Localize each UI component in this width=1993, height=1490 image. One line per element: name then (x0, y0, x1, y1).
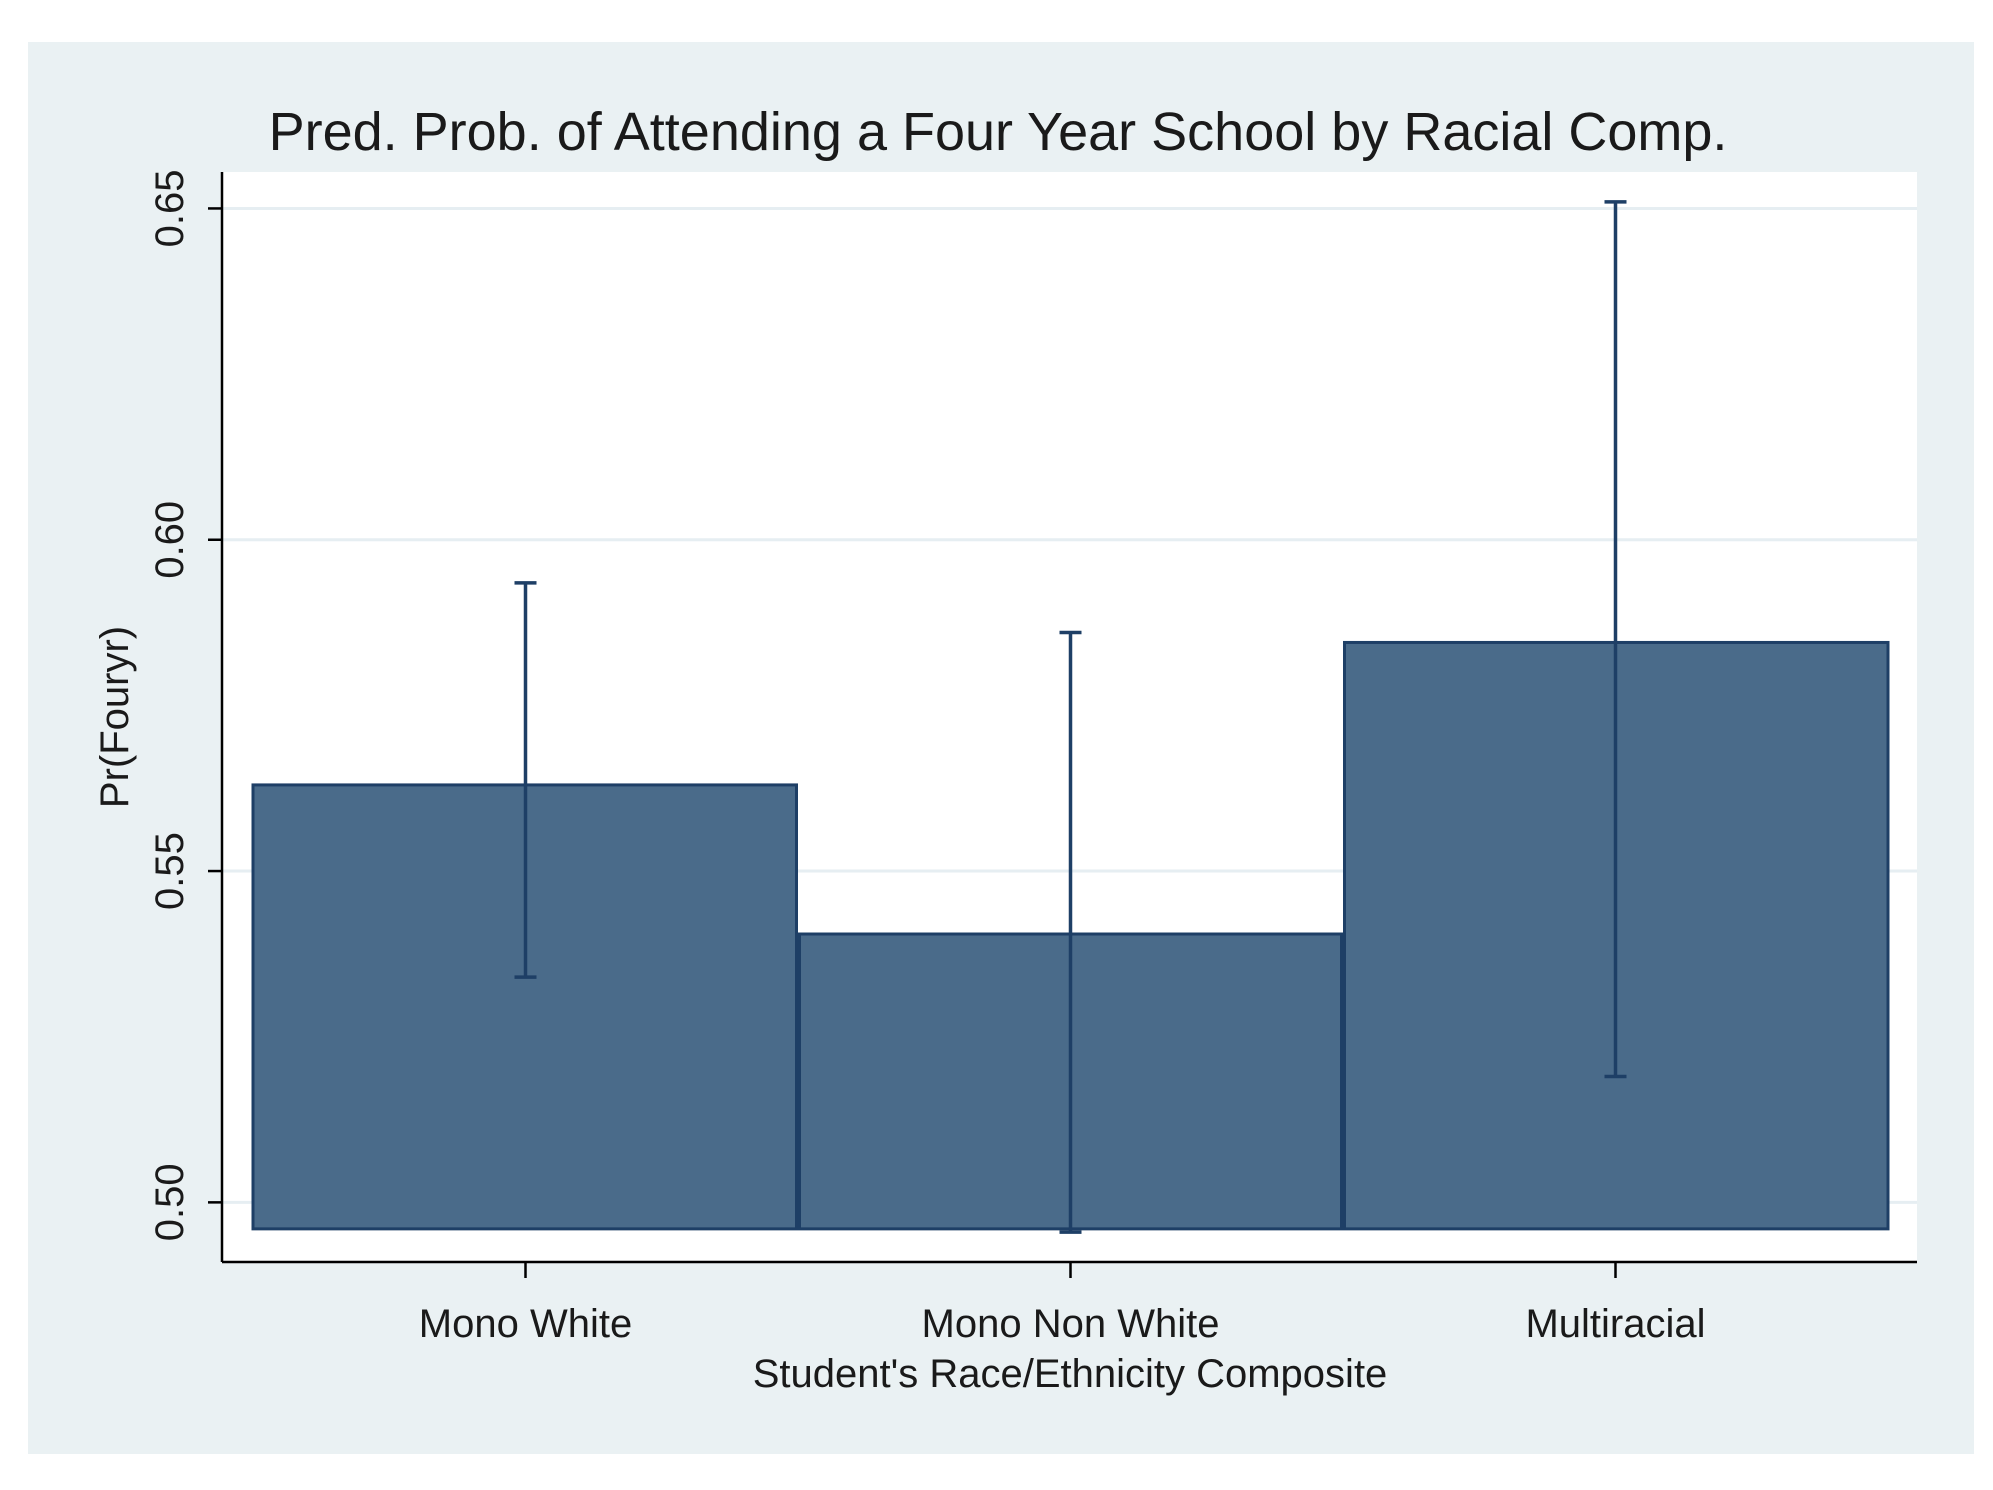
x-tick-label: Multiracial (1525, 1302, 1705, 1346)
x-tick-label: Mono White (419, 1302, 632, 1346)
error-bar-mono-non-white (1059, 630, 1082, 1234)
x-tick-label: Mono Non White (922, 1302, 1220, 1346)
y-tick-label: 0.60 (148, 501, 192, 579)
x-axis-label: Student's Race/Ethnicity Composite (753, 1352, 1388, 1396)
y-tick-label: 0.50 (148, 1163, 192, 1241)
error-bar-multiracial (1604, 200, 1627, 1079)
y-tick-label: 0.55 (148, 832, 192, 910)
chart-title: Pred. Prob. of Attending a Four Year Sch… (269, 102, 1728, 162)
y-tick-label: 0.65 (148, 170, 192, 248)
error-bar-mono-white (514, 581, 537, 979)
y-axis-label: Pr(Fouryr) (93, 626, 137, 808)
